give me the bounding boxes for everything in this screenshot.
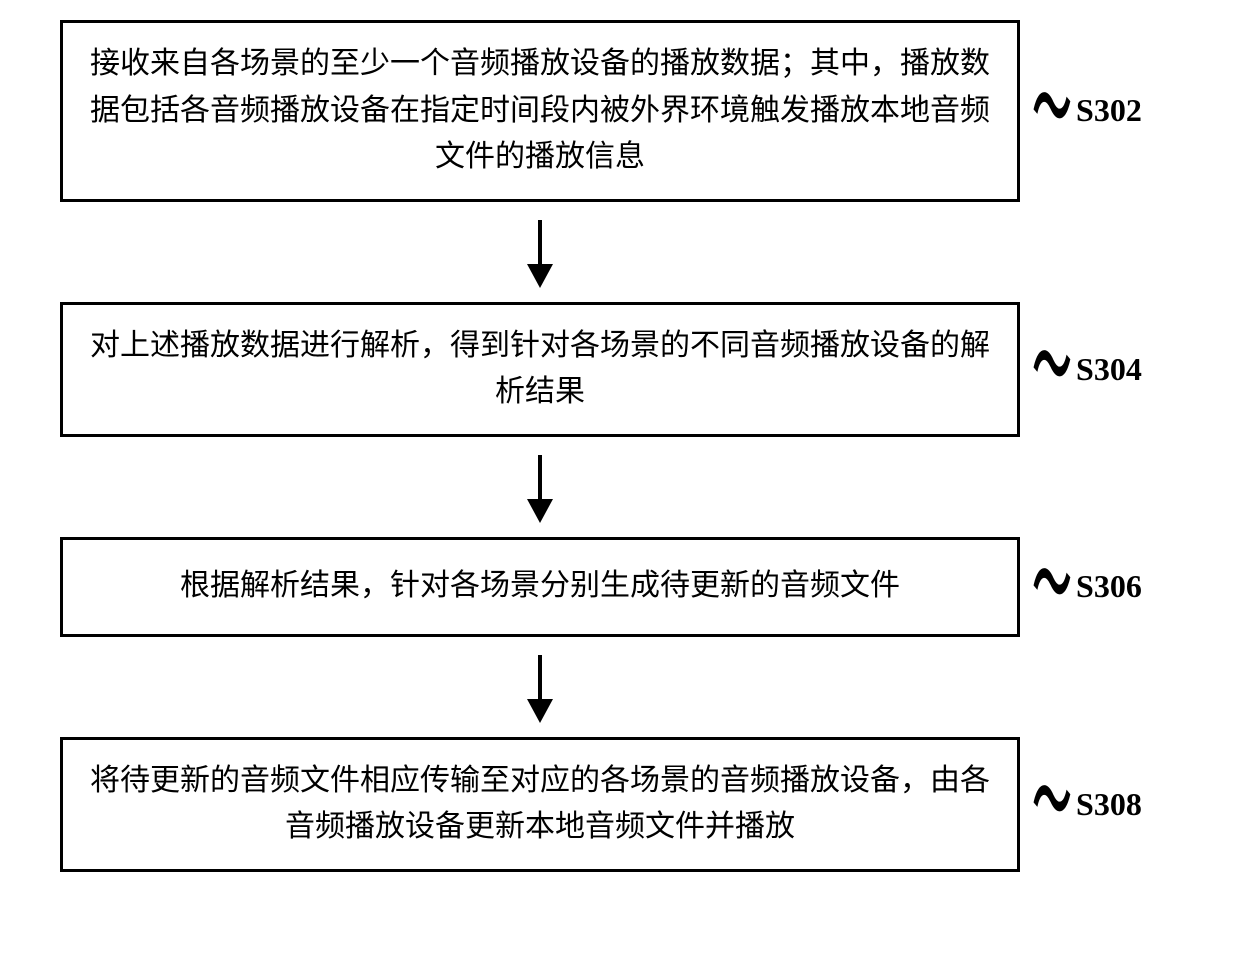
step-label-s306: S306 bbox=[1076, 568, 1142, 605]
step-box-s302: 接收来自各场景的至少一个音频播放设备的播放数据；其中，播放数据包括各音频播放设备… bbox=[60, 20, 1020, 202]
step-text: 将待更新的音频文件相应传输至对应的各场景的音频播放设备，由各音频播放设备更新本地… bbox=[87, 758, 993, 851]
arrow-2 bbox=[60, 437, 1020, 537]
step-label-wrap-s308: 〜 S308 bbox=[1028, 780, 1142, 828]
step-box-s308: 将待更新的音频文件相应传输至对应的各场景的音频播放设备，由各音频播放设备更新本地… bbox=[60, 737, 1020, 872]
step-box-s306: 根据解析结果，针对各场景分别生成待更新的音频文件 bbox=[60, 537, 1020, 637]
step-text: 对上述播放数据进行解析，得到针对各场景的不同音频播放设备的解析结果 bbox=[87, 323, 993, 416]
arrow-3 bbox=[60, 637, 1020, 737]
step-box-s304: 对上述播放数据进行解析，得到针对各场景的不同音频播放设备的解析结果 bbox=[60, 302, 1020, 437]
arrow-head bbox=[527, 499, 553, 523]
arrow-head bbox=[527, 264, 553, 288]
step-row-s306: 根据解析结果，针对各场景分别生成待更新的音频文件 〜 S306 bbox=[60, 537, 1180, 637]
step-label-wrap-s302: 〜 S302 bbox=[1028, 87, 1142, 135]
arrow-line bbox=[538, 220, 542, 268]
step-row-s302: 接收来自各场景的至少一个音频播放设备的播放数据；其中，播放数据包括各音频播放设备… bbox=[60, 20, 1180, 202]
arrow-line bbox=[538, 655, 542, 703]
arrow-line bbox=[538, 455, 542, 503]
connector-glyph: 〜 bbox=[1033, 761, 1071, 847]
flowchart-container: 接收来自各场景的至少一个音频播放设备的播放数据；其中，播放数据包括各音频播放设备… bbox=[60, 20, 1180, 872]
connector-glyph: 〜 bbox=[1033, 543, 1071, 629]
step-row-s308: 将待更新的音频文件相应传输至对应的各场景的音频播放设备，由各音频播放设备更新本地… bbox=[60, 737, 1180, 872]
step-label-s308: S308 bbox=[1076, 786, 1142, 823]
arrow-head bbox=[527, 699, 553, 723]
step-label-wrap-s306: 〜 S306 bbox=[1028, 563, 1142, 611]
step-text: 根据解析结果，针对各场景分别生成待更新的音频文件 bbox=[180, 563, 900, 610]
step-row-s304: 对上述播放数据进行解析，得到针对各场景的不同音频播放设备的解析结果 〜 S304 bbox=[60, 302, 1180, 437]
connector-glyph: 〜 bbox=[1033, 326, 1071, 412]
arrow-1 bbox=[60, 202, 1020, 302]
step-text: 接收来自各场景的至少一个音频播放设备的播放数据；其中，播放数据包括各音频播放设备… bbox=[87, 41, 993, 181]
connector-glyph: 〜 bbox=[1033, 68, 1071, 154]
step-label-s302: S302 bbox=[1076, 92, 1142, 129]
step-label-wrap-s304: 〜 S304 bbox=[1028, 345, 1142, 393]
step-label-s304: S304 bbox=[1076, 351, 1142, 388]
